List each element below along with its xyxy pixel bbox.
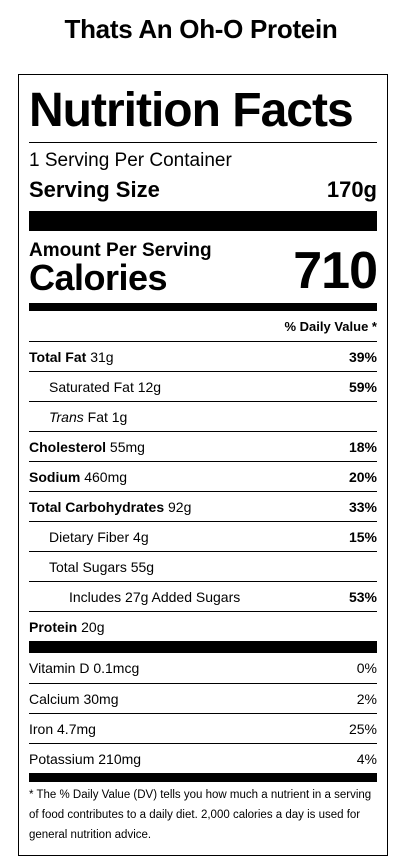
calories-label: Calories	[29, 257, 168, 298]
nutrient-amount: 4.7mg	[57, 720, 96, 737]
nutrient-name: Potassium	[29, 750, 95, 767]
serving-size-value: 170g	[326, 177, 377, 202]
total-sugars-row: Total Sugars 55g	[29, 551, 377, 581]
daily-value-footnote: * The % Daily Value (DV) tells you how m…	[29, 789, 372, 841]
nutrient-dv: 18%	[348, 438, 377, 455]
nutrient-amount: 0.1mcg	[93, 660, 140, 676]
nutrient-name: Fat	[87, 408, 108, 425]
nutrient-name: Vitamin D	[29, 660, 90, 676]
servings-per-container: 1 Serving Per Container	[29, 150, 232, 171]
nutrient-dv: 15%	[348, 528, 377, 545]
nutrition-facts-heading: Nutrition Facts	[29, 84, 354, 137]
added-sugars-text: Includes 27g Added Sugars	[69, 588, 241, 605]
serving-size-label: Serving Size	[29, 177, 160, 202]
added-sugars-row: Includes 27g Added Sugars 53%	[29, 581, 377, 611]
nutrient-amount: 20g	[81, 618, 105, 635]
nutrient-dv: 4%	[356, 750, 377, 767]
nutrient-name: Saturated Fat	[49, 378, 134, 395]
nutrient-amount: 4g	[133, 528, 149, 545]
nutrient-name: Total Sugars	[49, 558, 127, 575]
daily-value-header: % Daily Value *	[284, 319, 378, 334]
nutrient-dv: 0%	[356, 660, 377, 676]
nutrient-dv: 2%	[356, 690, 377, 707]
dietary-fiber-row: Dietary Fiber 4g 15%	[29, 521, 377, 551]
nutrient-dv: 53%	[348, 588, 377, 605]
nutrient-amount: 31g	[90, 348, 114, 365]
calories-value: 710	[293, 242, 378, 300]
cholesterol-row: Cholesterol 55mg 18%	[29, 431, 377, 461]
divider	[29, 142, 377, 143]
iron-row: Iron 4.7mg 25%	[29, 713, 377, 743]
nutrient-amount: 55g	[130, 558, 155, 575]
total-carbohydrates-row: Total Carbohydrates 92g 33%	[29, 491, 377, 521]
nutrient-amount: 460mg	[84, 468, 128, 485]
protein-row: Protein 20g	[29, 611, 377, 641]
nutrient-dv: 59%	[348, 378, 377, 395]
nutrient-name: Protein	[29, 618, 78, 635]
medium-divider	[29, 303, 377, 311]
nutrient-dv: 33%	[348, 498, 377, 515]
product-title: Thats An Oh-O Protein	[64, 14, 338, 44]
medium-divider	[29, 773, 377, 782]
nutrient-amount: 55mg	[109, 438, 145, 455]
thick-divider	[29, 211, 377, 231]
nutrient-name: Cholesterol	[29, 438, 107, 455]
trans-fat-row: Trans Fat 1g	[29, 401, 377, 431]
thick-divider	[29, 641, 377, 653]
potassium-row: Potassium 210mg 4%	[29, 743, 377, 773]
nutrient-name: Calcium	[29, 690, 80, 707]
nutrient-name: Dietary Fiber	[49, 528, 130, 545]
nutrient-name: Iron	[29, 720, 54, 737]
nutrient-name-italic: Trans	[49, 408, 84, 425]
nutrient-amount: 30mg	[83, 690, 119, 707]
nutrient-amount: 92g	[168, 498, 192, 515]
nutrient-amount: 12g	[137, 378, 162, 395]
nutrition-facts-label: Nutrition Facts 1 Serving Per Container …	[18, 74, 388, 856]
saturated-fat-row: Saturated Fat 12g 59%	[29, 371, 377, 401]
nutrient-dv: 25%	[348, 720, 377, 737]
nutrient-dv: 20%	[348, 468, 377, 485]
nutrient-amount: 1g	[111, 408, 128, 425]
nutrient-name: Sodium	[29, 468, 81, 485]
nutrient-name: Total Carbohydrates	[29, 498, 165, 515]
total-fat-row: Total Fat 31g 39%	[29, 341, 377, 371]
nutrient-name: Total Fat	[29, 348, 87, 365]
amount-per-serving: Amount Per Serving	[29, 240, 212, 261]
nutrient-amount: 210mg	[98, 750, 142, 767]
vitamin-d-row: Vitamin D 0.1mcg 0%	[29, 653, 377, 683]
calcium-row: Calcium 30mg 2%	[29, 683, 377, 713]
sodium-row: Sodium 460mg 20%	[29, 461, 377, 491]
nutrient-dv: 39%	[348, 348, 377, 365]
